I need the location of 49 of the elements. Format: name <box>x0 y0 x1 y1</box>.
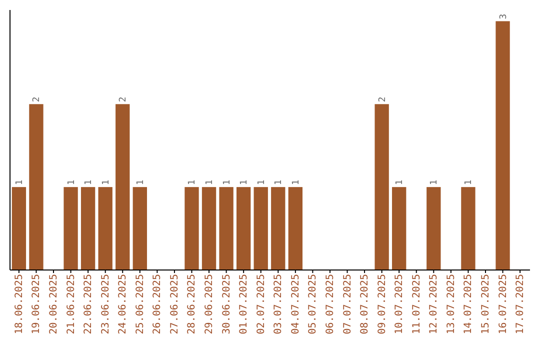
x-tick-label: 23.06.2025 <box>100 274 112 334</box>
data-label: 1 <box>291 180 302 186</box>
x-tick-label: 04.07.2025 <box>290 274 302 334</box>
data-label: 1 <box>395 180 406 186</box>
x-tick-label: 26.06.2025 <box>152 274 164 334</box>
x-tick-label: 03.07.2025 <box>273 274 284 334</box>
data-label: 1 <box>256 180 267 186</box>
x-tick-label: 20.06.2025 <box>48 274 60 334</box>
x-tick-label: 19.06.2025 <box>31 274 42 334</box>
data-label: 1 <box>84 180 94 186</box>
data-label: 1 <box>240 180 250 186</box>
data-label: 1 <box>188 180 198 186</box>
data-label: 1 <box>430 180 440 186</box>
x-tick-label: 25.06.2025 <box>134 274 146 334</box>
x-tick-label: 21.06.2025 <box>66 274 77 334</box>
x-tick-label: 28.06.2025 <box>186 274 198 334</box>
x-tick-label: 30.06.2025 <box>221 274 232 334</box>
x-tick-label: 27.06.2025 <box>169 274 180 334</box>
x-tick-label: 15.07.2025 <box>480 274 492 334</box>
x-tick-label: 07.07.2025 <box>342 274 354 334</box>
x-tick-label: 29.06.2025 <box>204 274 216 334</box>
x-tick-label: 16.07.2025 <box>498 274 509 334</box>
data-label: 1 <box>101 180 112 186</box>
data-label: 2 <box>378 96 388 102</box>
x-tick-label: 06.07.2025 <box>324 274 336 334</box>
data-label: 1 <box>136 180 146 186</box>
data-label: 1 <box>205 180 216 186</box>
data-label: 1 <box>222 180 232 186</box>
x-tick-label: 11.07.2025 <box>411 274 422 334</box>
data-label: 2 <box>32 96 42 102</box>
x-tick-label: 17.07.2025 <box>515 274 526 334</box>
data-label: 1 <box>14 180 25 186</box>
x-tick-label: 13.07.2025 <box>446 274 457 334</box>
x-tick-label: 14.07.2025 <box>463 274 474 334</box>
x-tick-label: 24.06.2025 <box>118 274 129 334</box>
data-label: 3 <box>498 14 509 20</box>
x-tick-label: 12.07.2025 <box>428 274 440 334</box>
data-label: 1 <box>66 180 77 186</box>
data-label: 1 <box>274 180 284 186</box>
x-tick-label: 05.07.2025 <box>308 274 319 334</box>
data-label: 1 <box>464 180 474 186</box>
x-tick-label: 22.06.2025 <box>83 274 94 334</box>
x-tick-label: 02.07.2025 <box>256 274 267 334</box>
x-tick-label: 18.06.2025 <box>14 274 25 334</box>
x-tick-label: 09.07.2025 <box>376 274 388 334</box>
data-label: 2 <box>118 96 129 102</box>
x-tick-label: 08.07.2025 <box>360 274 371 334</box>
x-tick-label: 10.07.2025 <box>394 274 406 334</box>
x-tick-label: 01.07.2025 <box>238 274 250 334</box>
